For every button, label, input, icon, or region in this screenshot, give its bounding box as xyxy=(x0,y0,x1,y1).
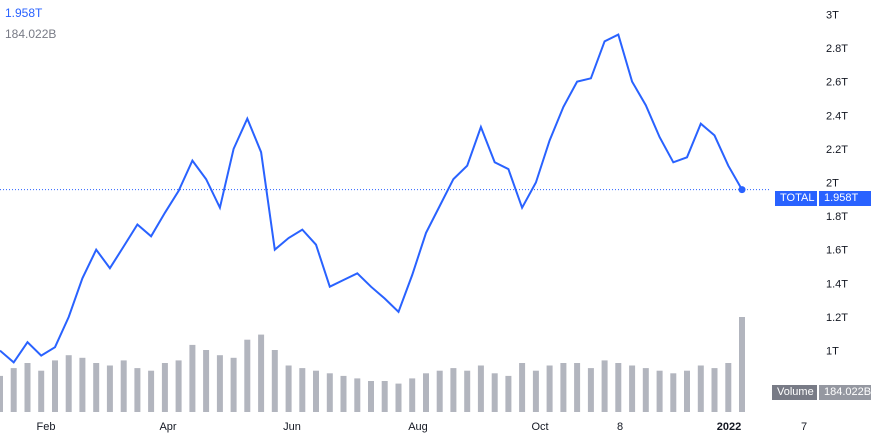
volume-bar xyxy=(423,373,429,412)
volume-bar xyxy=(368,381,374,412)
volume-bar xyxy=(656,370,663,412)
y-tick-label: 2.6T xyxy=(826,77,848,89)
volume-bar xyxy=(0,375,3,412)
header-value: 1.958T xyxy=(5,6,43,20)
volume-bar xyxy=(161,363,168,412)
volume-value-badge: 184.022B xyxy=(819,385,871,400)
volume-bar xyxy=(684,370,690,412)
y-tick-label: 1T xyxy=(826,346,839,358)
volume-bar xyxy=(148,370,155,412)
y-tick-label: 2.2T xyxy=(826,144,848,156)
volume-bar xyxy=(670,373,677,412)
volume-bar xyxy=(230,357,237,412)
volume-bar xyxy=(203,350,210,412)
x-axis: Feb Apr Jun Aug Oct 8 2022 7 xyxy=(37,421,808,433)
volume-bar xyxy=(52,360,58,412)
volume-bar xyxy=(546,365,553,412)
volume-bar xyxy=(258,334,265,412)
volume-bar xyxy=(106,365,113,412)
volume-bar xyxy=(725,363,732,412)
volume-bar xyxy=(642,368,649,412)
volume-bar xyxy=(491,373,498,412)
y-axis: 1T 1.2T 1.4T 1.6T 1.8T 2T 2.2T 2.4T 2.6T 2.8T 3T xyxy=(826,9,848,357)
volume-bar xyxy=(697,365,704,412)
volume-bar xyxy=(175,360,182,412)
market-cap-line xyxy=(0,33,743,364)
volume-bar xyxy=(711,368,718,412)
x-tick-label: Feb xyxy=(37,421,56,433)
volume-bar xyxy=(189,344,196,412)
volume-bar xyxy=(587,368,594,412)
volume-bar xyxy=(299,368,306,412)
volume-bar xyxy=(519,363,526,412)
volume-bar xyxy=(79,357,86,412)
y-tick-label: 3T xyxy=(826,9,839,21)
volume-bar xyxy=(216,355,223,412)
volume-bar xyxy=(340,375,347,412)
y-tick-label: 2T xyxy=(826,178,839,190)
volume-bar xyxy=(354,378,361,412)
y-tick-label: 1.6T xyxy=(826,245,848,257)
volume-bar xyxy=(120,360,127,412)
volume-bar xyxy=(244,339,251,412)
volume-bar xyxy=(65,355,72,412)
volume-bar xyxy=(285,365,292,412)
volume-bar xyxy=(38,370,45,412)
volume-bar xyxy=(739,317,745,412)
volume-bar xyxy=(93,363,100,412)
x-tick-label: Aug xyxy=(408,421,428,433)
volume-bar xyxy=(134,368,141,412)
volume-label-badge: Volume xyxy=(772,385,817,400)
volume-bar xyxy=(629,365,636,412)
x-tick-label: Apr xyxy=(159,421,176,433)
x-tick-label: Jun xyxy=(283,421,301,433)
volume-bar xyxy=(532,370,539,412)
header-volume: 184.022B xyxy=(5,27,57,41)
y-tick-label: 2.8T xyxy=(826,43,848,55)
volume-bar xyxy=(409,378,416,412)
x-tick-label: 7 xyxy=(801,421,807,433)
volume-bar xyxy=(10,368,17,412)
volume-bar xyxy=(24,363,31,412)
volume-bar xyxy=(615,363,622,412)
volume-bar xyxy=(313,370,319,412)
total-value-badge: 1.958T xyxy=(819,191,871,206)
volume-bar xyxy=(574,363,581,412)
total-label-badge: TOTAL xyxy=(775,191,817,206)
x-tick-label: 2022 xyxy=(717,421,741,433)
last-point-marker xyxy=(738,186,746,194)
volume-bar xyxy=(381,381,388,412)
volume-bar xyxy=(271,350,278,412)
x-tick-label: 8 xyxy=(617,421,623,433)
volume-bar xyxy=(560,363,567,412)
volume-bar xyxy=(477,365,484,412)
volume-bar xyxy=(505,375,512,412)
volume-bar xyxy=(326,373,333,412)
y-tick-label: 2.4T xyxy=(826,110,848,122)
volume-bars xyxy=(0,317,745,412)
volume-bar xyxy=(450,368,457,412)
volume-bar xyxy=(436,370,443,412)
y-tick-label: 1.8T xyxy=(826,211,848,223)
volume-bar xyxy=(601,360,608,412)
y-tick-label: 1.4T xyxy=(826,278,848,290)
x-tick-label: Oct xyxy=(531,421,548,433)
volume-bar xyxy=(395,383,402,412)
volume-bar xyxy=(464,370,471,412)
y-tick-label: 1.2T xyxy=(826,312,848,324)
